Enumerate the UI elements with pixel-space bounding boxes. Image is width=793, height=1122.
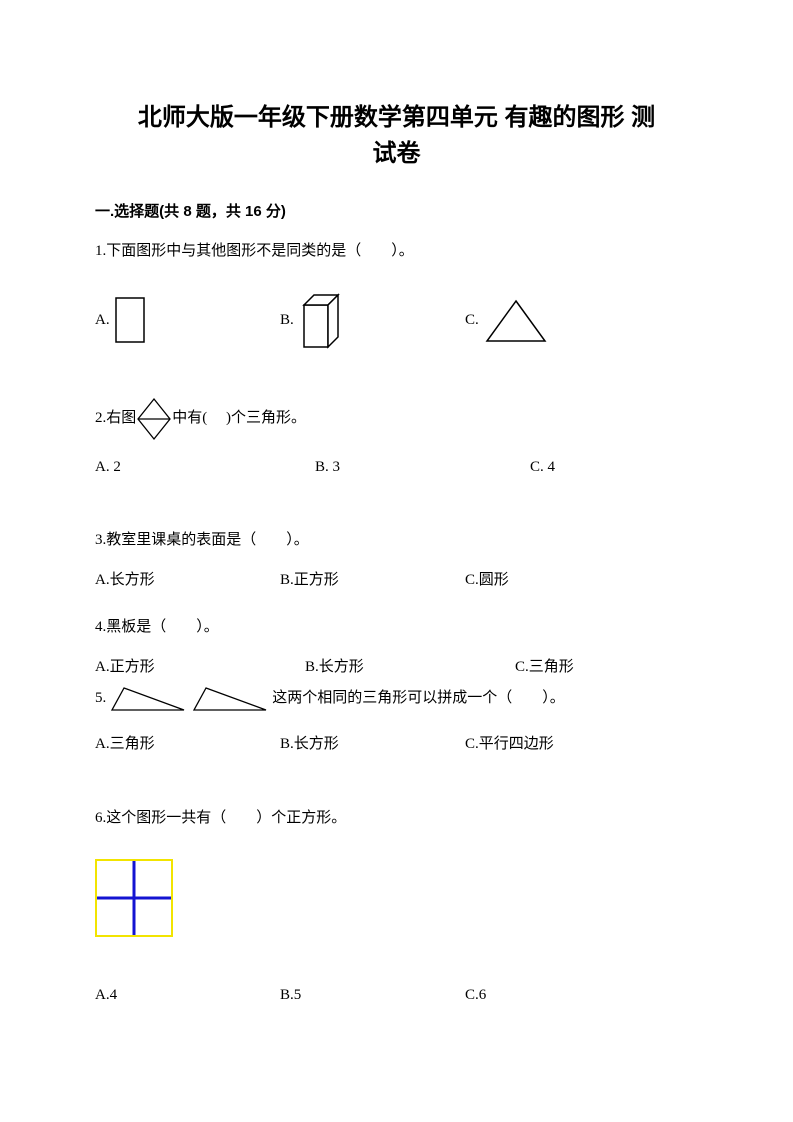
q2-option-b: B. 3 <box>315 455 530 481</box>
title-line-2: 试卷 <box>373 140 421 167</box>
q1-a-label: A. <box>95 308 110 334</box>
q3-option-b: B.正方形 <box>280 568 465 594</box>
q1-option-b: B. <box>280 293 465 349</box>
q1-c-label: C. <box>465 308 479 334</box>
q6-option-c: C.6 <box>465 983 650 1009</box>
q5-num: 5. <box>95 686 106 712</box>
triangle-icon <box>483 297 549 345</box>
q1-text: 1.下面图形中与其他图形不是同类的是（ ）。 <box>95 239 698 265</box>
title-line-1: 北师大版一年级下册数学第四单元 有趣的图形 测 <box>138 104 655 131</box>
q6-option-a: A.4 <box>95 983 280 1009</box>
section-header: 一.选择题(共 8 题，共 16 分) <box>95 200 698 221</box>
q3-options: A.长方形 B.正方形 C.圆形 <box>95 568 698 594</box>
q6-options: A.4 B.5 C.6 <box>95 983 698 1009</box>
q2-suffix: 中有( )个三角形。 <box>172 406 306 432</box>
question-1: 1.下面图形中与其他图形不是同类的是（ ）。 A. B. C. <box>95 239 698 349</box>
page: 北师大版一年级下册数学第四单元 有趣的图形 测 试卷 一.选择题(共 8 题，共… <box>0 0 793 1122</box>
diamond-split-icon <box>136 397 172 441</box>
q2-text-row: 2.右图 中有( )个三角形。 <box>95 397 698 441</box>
q1-b-label: B. <box>280 308 294 334</box>
q5-options: A.三角形 B.长方形 C.平行四边形 <box>95 732 698 758</box>
q2-option-c: C. 4 <box>530 455 690 481</box>
q6-option-b: B.5 <box>280 983 465 1009</box>
horizontal-line <box>97 897 171 900</box>
question-5: 5. 这两个相同的三角形可以拼成一个（ ）。 A.三角形 B.长方形 C.平行四… <box>95 684 698 758</box>
triangle-right-icon <box>190 684 270 714</box>
q2-prefix: 2.右图 <box>95 406 136 432</box>
q4-options: A.正方形 B.长方形 C.三角形 <box>95 655 698 681</box>
q5-option-a: A.三角形 <box>95 732 280 758</box>
rectangle-icon <box>114 296 148 346</box>
q5-option-c: C.平行四边形 <box>465 732 650 758</box>
q6-text: 6.这个图形一共有（ ）个正方形。 <box>95 806 698 832</box>
document-title: 北师大版一年级下册数学第四单元 有趣的图形 测 试卷 <box>95 100 698 172</box>
q3-option-a: A.长方形 <box>95 568 280 594</box>
q5-option-b: B.长方形 <box>280 732 465 758</box>
q1-options: A. B. C. <box>95 293 698 349</box>
cuboid-icon <box>298 293 346 349</box>
q4-option-c: C.三角形 <box>515 655 574 681</box>
question-3: 3.教室里课桌的表面是（ ）。 A.长方形 B.正方形 C.圆形 <box>95 528 698 593</box>
question-6: 6.这个图形一共有（ ）个正方形。 A.4 B.5 C.6 <box>95 806 698 1009</box>
question-2: 2.右图 中有( )个三角形。 A. 2 B. 3 C. 4 <box>95 397 698 481</box>
q1-option-c: C. <box>465 297 650 345</box>
q2-options: A. 2 B. 3 C. 4 <box>95 455 698 481</box>
q3-option-c: C.圆形 <box>465 568 650 594</box>
q4-option-a: A.正方形 <box>95 655 305 681</box>
q3-text: 3.教室里课桌的表面是（ ）。 <box>95 528 698 554</box>
question-4: 4.黑板是（ ）。 A.正方形 B.长方形 C.三角形 <box>95 615 698 680</box>
triangle-left-icon <box>108 684 188 714</box>
q1-option-a: A. <box>95 296 280 346</box>
q2-option-a: A. 2 <box>95 455 315 481</box>
q5-tail: 这两个相同的三角形可以拼成一个（ ）。 <box>272 686 565 712</box>
square-grid-figure <box>95 859 173 937</box>
q5-text-row: 5. 这两个相同的三角形可以拼成一个（ ）。 <box>95 684 698 714</box>
q4-text: 4.黑板是（ ）。 <box>95 615 698 641</box>
q4-option-b: B.长方形 <box>305 655 515 681</box>
